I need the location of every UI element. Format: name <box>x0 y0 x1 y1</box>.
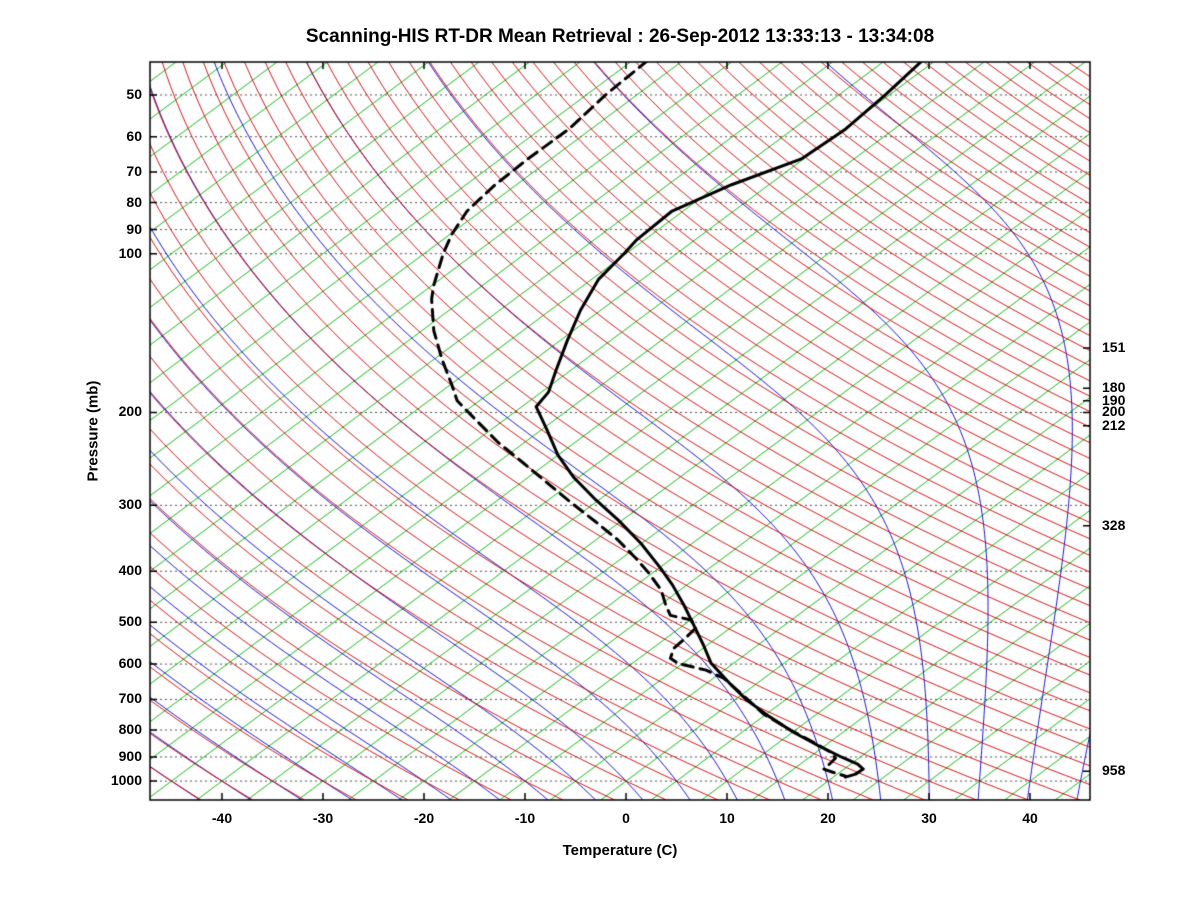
temperature-tick-label: 40 <box>1022 810 1038 826</box>
pressure-tick-label: 100 <box>118 244 142 261</box>
right-level-label: 328 <box>1102 516 1126 533</box>
temperature-tick-label: -10 <box>514 810 536 826</box>
chart-title: Scanning-HIS RT-DR Mean Retrieval : 26-S… <box>305 26 935 47</box>
y-axis-title: Pressure (mb) <box>84 380 102 482</box>
pressure-tick-label: 700 <box>118 690 142 707</box>
pressure-tick-label: 80 <box>126 193 142 210</box>
pressure-tick-label: 600 <box>118 655 142 672</box>
right-level-label: 190 <box>1102 391 1126 408</box>
pressure-tick-label: 200 <box>118 403 142 420</box>
temperature-tick-label: -20 <box>413 810 435 826</box>
right-level-label: 200 <box>1102 403 1126 420</box>
right-level-label: 212 <box>1102 416 1126 433</box>
pressure-tick-label: 400 <box>118 562 142 579</box>
temperature-tick-label: 30 <box>921 810 937 826</box>
pressure-tick-label: 800 <box>118 720 142 737</box>
temperature-tick-label: 10 <box>719 810 735 826</box>
pressure-tick-label: 70 <box>126 163 142 180</box>
temperature-tick-label: 20 <box>820 810 836 826</box>
temperature-tick-label: -40 <box>211 810 233 826</box>
pressure-tick-label: 60 <box>126 127 142 144</box>
right-level-label: 958 <box>1102 762 1126 779</box>
right-level-label: 180 <box>1102 379 1126 396</box>
right-level-label: 151 <box>1102 339 1126 356</box>
pressure-tick-label: 90 <box>126 220 142 237</box>
temperature-tick-label: 0 <box>622 810 630 826</box>
x-axis-title: Temperature (C) <box>562 842 678 859</box>
pressure-tick-label: 300 <box>118 496 142 513</box>
pressure-tick-label: 1000 <box>110 772 142 789</box>
pressure-tick-label: 900 <box>118 747 142 764</box>
pressure-tick-label: 500 <box>118 613 142 630</box>
temperature-tick-label: -30 <box>312 810 334 826</box>
pressure-tick-label: 50 <box>126 85 142 102</box>
